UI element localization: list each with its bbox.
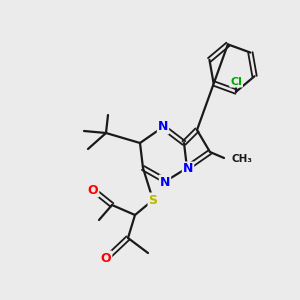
Text: Cl: Cl bbox=[230, 76, 242, 87]
Text: S: S bbox=[148, 194, 158, 206]
Text: O: O bbox=[88, 184, 98, 196]
Text: N: N bbox=[158, 121, 168, 134]
Text: O: O bbox=[101, 251, 111, 265]
Text: N: N bbox=[160, 176, 170, 188]
Text: CH₃: CH₃ bbox=[231, 154, 252, 164]
Text: N: N bbox=[183, 163, 193, 176]
